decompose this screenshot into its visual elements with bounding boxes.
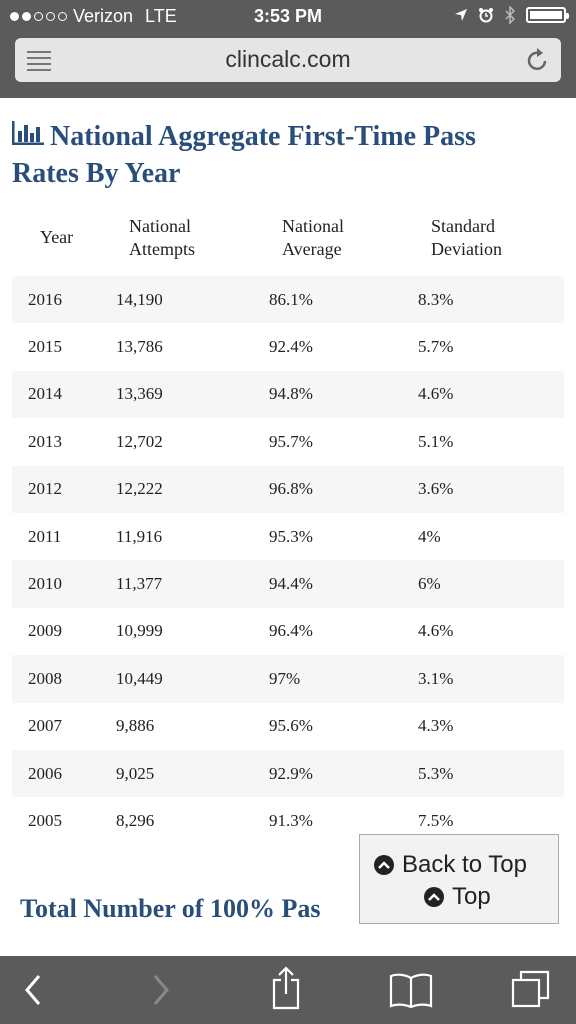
cell-year: 2015 [28,337,62,357]
cell-attempts: 10,999 [116,621,163,641]
cell-stdev: 3.1% [418,668,454,688]
carrier-name: Verizon [73,6,134,26]
reload-icon[interactable] [525,47,549,73]
tabs-icon[interactable] [510,968,552,1010]
cell-year: 2016 [28,289,62,309]
cell-attempts: 9,886 [116,716,155,736]
cell-stdev: 6% [418,574,441,594]
cell-average: 92.9% [269,763,313,783]
cell-average: 95.7% [269,431,313,451]
page-title: National Aggregate First-Time Pass Rates… [12,118,552,192]
cell-average: 94.4% [269,574,313,594]
cell-stdev: 4.3% [418,716,454,736]
cell-average: 97% [269,668,301,688]
cell-year: 2011 [28,526,62,546]
cell-attempts: 11,377 [116,574,163,594]
table-row: 2015 13,786 92.4% 5.7% [12,323,564,370]
cell-average: 86.1% [269,289,313,309]
status-bar: Verizon LTE 3:53 PM [0,0,576,32]
chevron-up-icon [374,855,394,875]
back-to-top-button[interactable]: Back to Top Top [359,834,559,924]
cell-attempts: 12,702 [116,431,163,451]
page-title-line2: Rates By Year [12,158,181,189]
table-row: 2009 10,999 96.4% 4.6% [12,608,564,655]
table-row: 2010 11,377 94.4% 6% [12,560,564,608]
cell-stdev: 7.5% [418,810,454,830]
cell-stdev: 8.3% [418,289,454,309]
table-row: 2016 14,190 86.1% 8.3% [12,276,564,324]
cell-stdev: 4% [418,526,441,546]
cell-average: 96.8% [269,479,313,499]
clock: 3:53 PM [253,6,323,26]
cell-attempts: 13,369 [116,384,163,404]
cell-average: 91.3% [269,810,313,830]
page-title-line1: National Aggregate First-Time Pass [50,121,476,152]
cell-average: 95.3% [269,526,313,546]
cell-stdev: 3.6% [418,479,454,499]
browser-toolbar [0,956,576,1024]
header-year: Year [40,227,74,247]
cell-year: 2013 [28,431,62,451]
table-row: 2005 8,296 91.3% 7.5% [12,797,564,844]
chevron-up-icon [424,887,444,907]
cell-year: 2012 [28,479,62,499]
alarm-clock-icon [479,8,493,23]
cell-attempts: 14,190 [116,289,163,309]
cell-average: 95.6% [269,716,313,736]
cell-year: 2006 [28,763,62,783]
header-attempts-line2: Attempts [129,239,195,259]
cell-stdev: 4.6% [418,384,454,404]
cell-average: 94.8% [269,384,313,404]
forward-icon[interactable] [150,972,172,1008]
header-attempts-line1: National [129,216,191,236]
cell-attempts: 8,296 [116,810,155,830]
header-average-line2: Average [282,239,342,259]
cell-year: 2005 [28,810,62,830]
signal-strength-icon [10,12,67,21]
table-row: 2014 13,369 94.8% 4.6% [12,370,564,419]
table-row: 2012 12,222 96.8% 3.6% [12,465,564,513]
table-row: 2013 12,702 95.7% 5.1% [12,418,564,465]
cell-attempts: 12,222 [116,479,163,499]
cell-stdev: 4.6% [418,621,454,641]
cell-year: 2010 [28,574,62,594]
table-row: 2006 9,025 92.9% 5.3% [12,749,564,798]
cell-average: 96.4% [269,621,313,641]
cell-stdev: 5.7% [418,337,454,357]
network-type: LTE [145,6,177,26]
cell-year: 2009 [28,621,62,641]
table-header: Year National Attempts National Average … [12,214,564,276]
cell-stdev: 5.1% [418,431,454,451]
bluetooth-icon [505,6,516,24]
cell-attempts: 10,449 [116,668,163,688]
table-row: 2008 10,449 97% 3.1% [12,655,564,703]
cell-attempts: 11,916 [116,526,163,546]
back-icon[interactable] [22,972,44,1008]
cell-year: 2014 [28,384,62,404]
cell-attempts: 9,025 [116,763,155,783]
table-row: 2011 11,916 95.3% 4% [12,513,564,560]
location-arrow-icon [455,9,467,21]
battery-icon [526,7,569,23]
share-icon[interactable] [270,966,302,1010]
cell-attempts: 13,786 [116,337,163,357]
top-label: Top [452,883,491,910]
url-text[interactable]: clincalc.com [225,46,351,72]
browser-chrome: Verizon LTE 3:53 PM clincalc.com [0,0,576,98]
bookmarks-icon[interactable] [388,972,434,1008]
section-title-total: Total Number of 100% Pas [20,894,321,923]
pass-rates-table: 2016 14,190 86.1% 8.3% 2015 13,786 92.4% 5.7% 20… [12,276,564,845]
cell-stdev: 5.3% [418,763,454,783]
header-stdev-line1: Standard [431,216,495,236]
header-average-line1: National [282,216,344,236]
back-to-top-label: Back to Top [402,851,527,878]
cell-average: 92.4% [269,337,313,357]
reader-menu-icon[interactable] [27,51,51,75]
header-stdev-line2: Deviation [431,239,502,259]
bar-chart-icon [12,121,44,145]
table-row: 2007 9,886 95.6% 4.3% [12,703,564,750]
cell-year: 2007 [28,716,62,736]
address-bar[interactable]: clincalc.com [15,38,561,82]
cell-year: 2008 [28,668,62,688]
